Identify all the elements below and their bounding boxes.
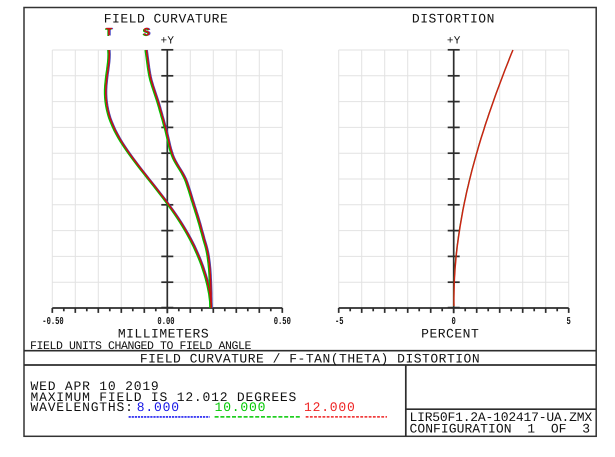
svg-text:MAXIMUM FIELD IS 12.012 DEGREE: MAXIMUM FIELD IS 12.012 DEGREES bbox=[31, 390, 298, 405]
svg-text:S: S bbox=[144, 27, 151, 40]
svg-text:T: T bbox=[106, 27, 113, 40]
svg-text:FIELD CURVATURE: FIELD CURVATURE bbox=[104, 11, 229, 26]
svg-text:0: 0 bbox=[451, 316, 455, 328]
svg-text:S: S bbox=[143, 27, 150, 40]
svg-text:+Y: +Y bbox=[160, 36, 174, 48]
svg-text:LIR50F1.2A-102417-UA.ZMX: LIR50F1.2A-102417-UA.ZMX bbox=[410, 410, 593, 425]
svg-text:T: T bbox=[105, 27, 112, 40]
svg-text:+Y: +Y bbox=[447, 36, 461, 48]
svg-text:-5: -5 bbox=[335, 316, 344, 328]
svg-text:WED APR 10 2019: WED APR 10 2019 bbox=[31, 379, 160, 394]
svg-text:T: T bbox=[106, 27, 113, 40]
svg-text:FIELD UNITS CHANGED TO FIELD A: FIELD UNITS CHANGED TO FIELD ANGLE bbox=[30, 340, 252, 353]
svg-text:PERCENT: PERCENT bbox=[421, 327, 479, 342]
svg-text:DISTORTION: DISTORTION bbox=[412, 11, 495, 26]
svg-text:8.000: 8.000 bbox=[137, 400, 180, 415]
svg-text:0.50: 0.50 bbox=[274, 316, 291, 328]
svg-text:FIELD CURVATURE / F-TAN(THETA): FIELD CURVATURE / F-TAN(THETA) DISTORTIO… bbox=[140, 352, 480, 367]
svg-text:-0.50: -0.50 bbox=[42, 316, 63, 328]
svg-text:WAVELENGTHS:: WAVELENGTHS: bbox=[31, 400, 134, 415]
svg-text:5: 5 bbox=[566, 316, 570, 328]
svg-text:0.00: 0.00 bbox=[157, 316, 174, 328]
svg-text:MILLIMETERS: MILLIMETERS bbox=[118, 327, 209, 342]
svg-text:S: S bbox=[142, 27, 149, 40]
svg-text:10.000: 10.000 bbox=[215, 400, 267, 415]
svg-text:12.000: 12.000 bbox=[304, 400, 356, 415]
svg-text:CONFIGURATION 1 OF 3: CONFIGURATION 1 OF 3 bbox=[410, 422, 591, 437]
